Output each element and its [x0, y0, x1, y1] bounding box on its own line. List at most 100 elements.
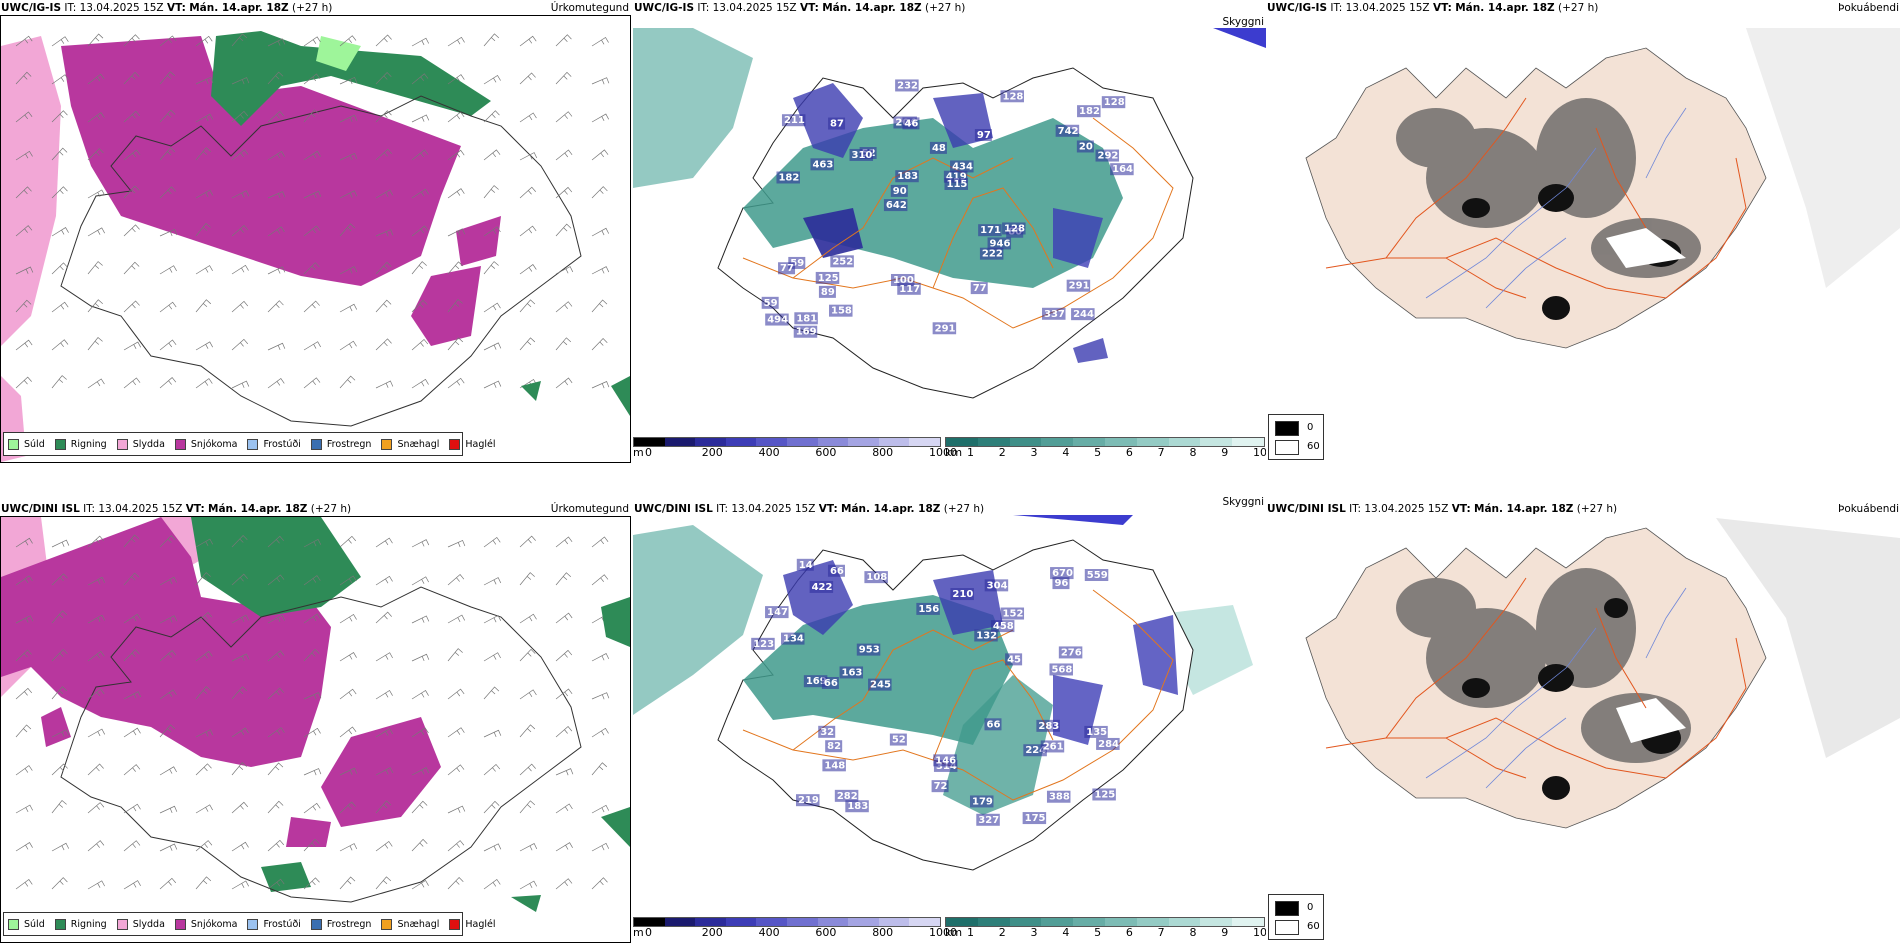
- colorbar-tick: 6: [1125, 446, 1133, 459]
- wind-barb: [87, 535, 104, 548]
- wind-barb: [447, 727, 465, 738]
- wind-barb: [591, 149, 609, 161]
- cloud-base-numbers: 2441821826429718120448595259894643480211…: [761, 79, 1134, 338]
- cloud-base-value: 463: [812, 159, 833, 170]
- cloud-base-marker: [1040, 740, 1065, 753]
- wind-barb: [231, 573, 248, 586]
- snow-region: [61, 36, 461, 286]
- cloud-base-marker: [868, 678, 892, 691]
- cloud-base-marker: [1095, 149, 1120, 162]
- cloud-base-marker: [793, 325, 818, 338]
- wind-barb: [303, 768, 322, 776]
- cloud-base-marker: [1022, 812, 1047, 825]
- wind-barb: [411, 690, 429, 700]
- cloud-base-marker: [978, 224, 1002, 237]
- cloud-base-marker: [987, 237, 1012, 250]
- cloud-base-marker: [1036, 719, 1060, 732]
- wind-barb: [195, 35, 213, 47]
- wind-barb: [195, 804, 213, 814]
- cloud-base-value: 90: [893, 186, 907, 197]
- cloud-base-value: 59: [764, 298, 778, 309]
- fog-legend: 0 60: [1268, 894, 1324, 940]
- fog-light-value: 60: [1307, 921, 1320, 932]
- wind-barb: [267, 878, 285, 890]
- wind-barb: [483, 185, 499, 199]
- legend-item: Frostregn: [310, 438, 371, 450]
- cloud-base-marker: [895, 79, 919, 92]
- wind-barb: [159, 576, 178, 586]
- cloud-base-marker: [825, 740, 843, 753]
- wind-barb: [483, 302, 501, 313]
- cloud-base-value: 125: [1094, 789, 1115, 800]
- wind-barb: [339, 266, 358, 275]
- wind-barb: [411, 879, 429, 890]
- cloud-base-value: 125: [818, 273, 839, 284]
- wind-barb: [375, 299, 392, 313]
- wind-barb: [159, 724, 176, 738]
- wind-barb: [87, 880, 105, 890]
- cloud-base-unit: m: [633, 446, 644, 459]
- cloud-base-value: 314: [936, 761, 957, 772]
- cloud-base-value: 152: [1003, 609, 1024, 620]
- cloud-base-marker: [796, 558, 814, 571]
- cloud-base-marker: [827, 564, 845, 577]
- wind-barb: [591, 227, 610, 237]
- cloud-base-value: 946: [990, 238, 1011, 249]
- cloud-base-value: 171: [980, 225, 1001, 236]
- wind-barb: [267, 38, 286, 47]
- panel-header: UWC/DINI ISL IT: 13.04.2025 15Z VT: Mán.…: [1267, 503, 1618, 515]
- cloud-base-value: 742: [1058, 126, 1079, 137]
- wind-barb: [591, 77, 610, 85]
- fog-dark-value: 0: [1307, 902, 1314, 913]
- wind-barb: [267, 614, 286, 624]
- wind-barb: [303, 190, 322, 199]
- cloud-base-marker: [809, 580, 834, 593]
- visibility-ticks: 1 2 3 4 5 6 7 8 9 10: [945, 926, 1266, 940]
- cloud-base-marker: [751, 637, 775, 650]
- wind-barb: [15, 537, 33, 548]
- cloud-base-marker: [765, 606, 789, 619]
- cloud-base-value: 115: [946, 179, 967, 190]
- colorbar-segment: [1136, 438, 1169, 446]
- wind-barb: [123, 534, 140, 548]
- wind-barb: [339, 652, 357, 662]
- colorbar-tick: 4: [1062, 446, 1070, 459]
- wind-barb: [159, 843, 178, 852]
- colorbar-segment: [634, 918, 665, 926]
- wind-barb: [447, 764, 465, 776]
- colorbar-segment: [1009, 438, 1042, 446]
- colorbar-tick: 10: [1253, 446, 1266, 459]
- wind-barb: [123, 185, 140, 199]
- fog-dark-swatch: [1275, 901, 1299, 916]
- wind-barb: [195, 341, 213, 351]
- wind-barb: [51, 729, 70, 738]
- wind-barb: [267, 110, 285, 123]
- wind-barb: [519, 763, 536, 776]
- colorbar-segment: [909, 438, 940, 446]
- legend-item: Snjókoma: [174, 918, 237, 930]
- wind-barb: [447, 876, 464, 890]
- wind-barb: [555, 878, 573, 890]
- wind-barb: [15, 186, 32, 199]
- cloud-base-value: 434: [952, 161, 973, 172]
- wind-barb: [303, 538, 322, 548]
- cloud-base-marker: [761, 296, 779, 309]
- colorbar-tick: 3: [1030, 926, 1038, 939]
- wind-barb: [411, 653, 430, 662]
- colorbar-segment: [786, 918, 818, 926]
- wind-barb: [375, 876, 392, 890]
- cloud-map: 135 175 314 219 146 953 108 152 327 568 66 96 123 45 1…: [633, 515, 1253, 871]
- colorbar-segment: [756, 438, 787, 446]
- cloud-base-value: 52: [892, 735, 906, 746]
- wind-barb: [483, 878, 501, 890]
- cloud-base-value: 82: [827, 741, 841, 752]
- wind-barb: [87, 337, 103, 351]
- wind-barb: [375, 71, 392, 85]
- cloud-base-value: 953: [859, 645, 880, 656]
- cloud-base-value: 210: [952, 589, 973, 600]
- wind-barb: [159, 71, 175, 85]
- wind-barb: [15, 339, 33, 351]
- wind-barb: [87, 189, 105, 199]
- cloud-base-marker: [1071, 308, 1095, 321]
- wind-barb: [591, 804, 610, 814]
